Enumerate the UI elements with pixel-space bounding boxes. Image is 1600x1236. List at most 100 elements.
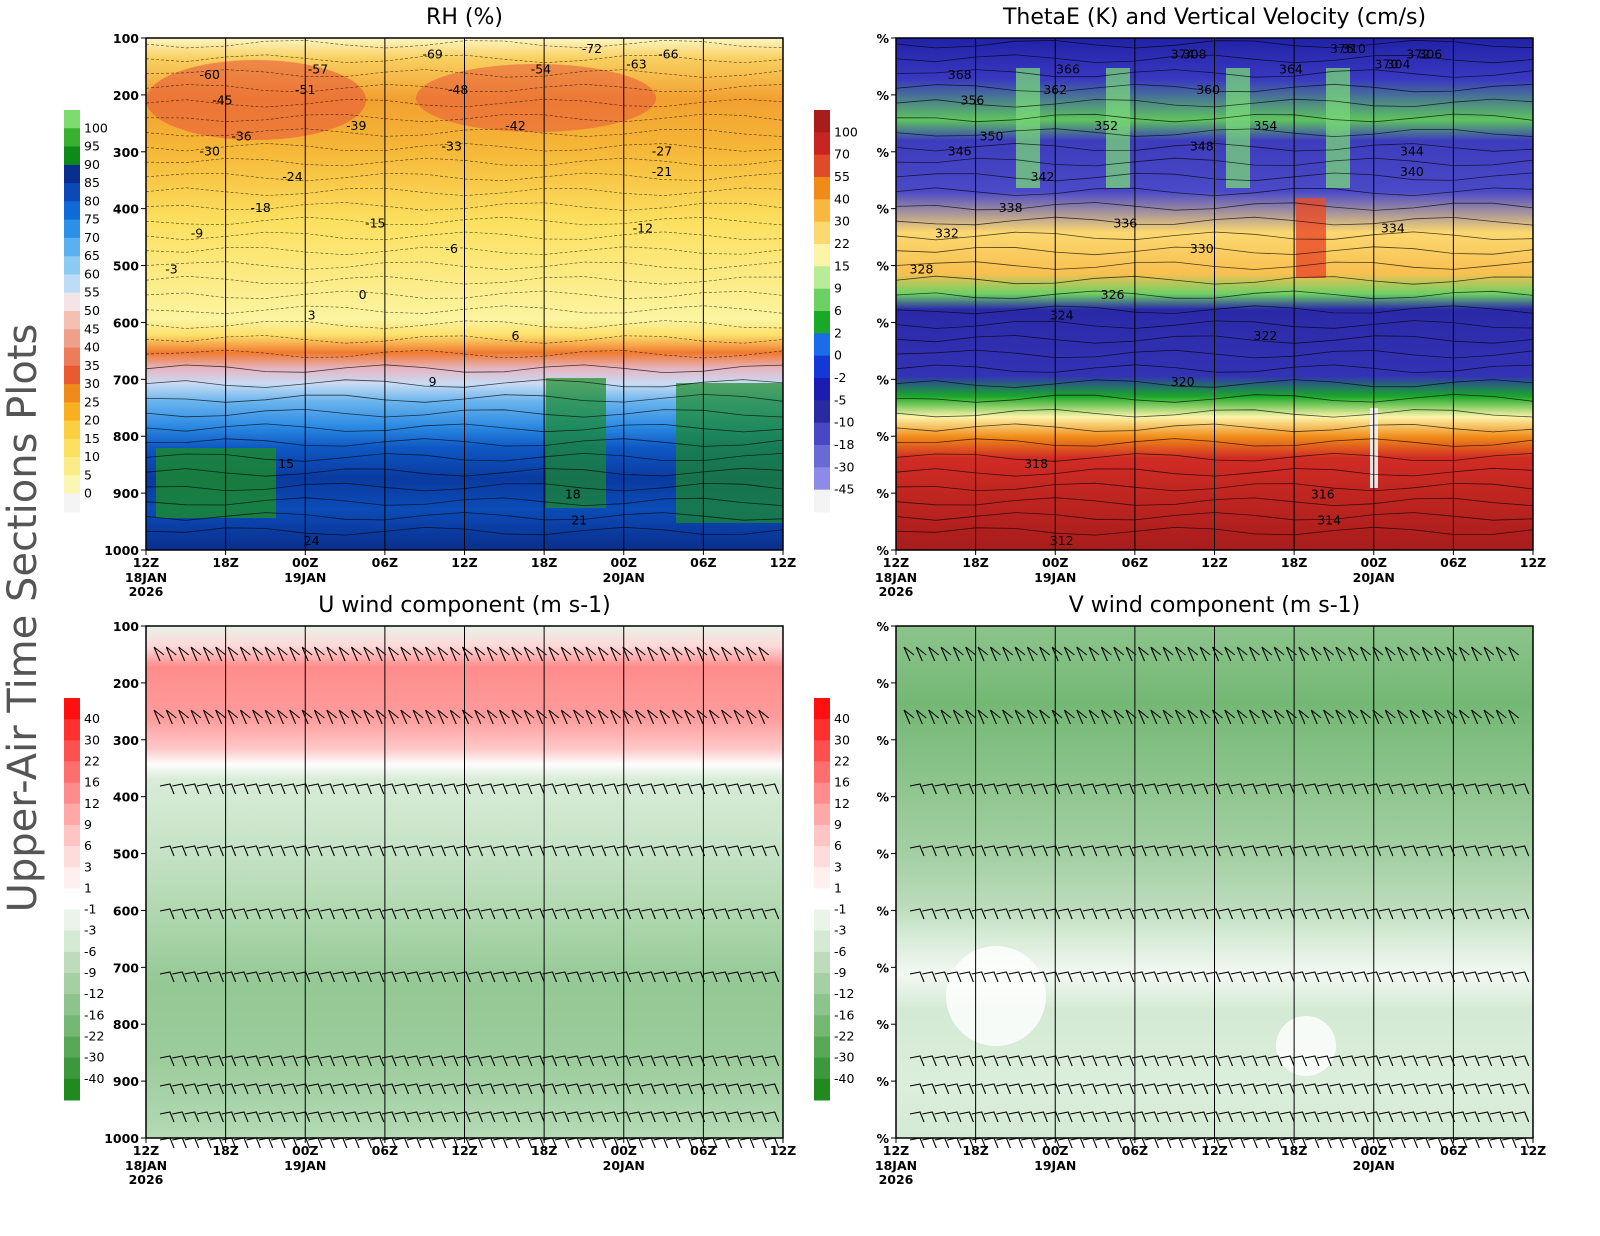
contour-label: -24 bbox=[282, 169, 302, 184]
wind-barb bbox=[381, 845, 397, 857]
wind-barb bbox=[505, 783, 521, 795]
y-tick-label: 500 bbox=[113, 259, 139, 274]
wind-barb bbox=[1292, 783, 1308, 795]
wind-barb bbox=[1144, 1083, 1160, 1095]
wind-barb bbox=[1236, 709, 1248, 725]
wind-barb bbox=[1193, 845, 1209, 857]
wind-barb bbox=[1039, 646, 1051, 662]
contour-label: 330 bbox=[1190, 241, 1214, 256]
wind-barb bbox=[1360, 646, 1371, 662]
wind-barb bbox=[1502, 1055, 1517, 1067]
wind-barb bbox=[1243, 1111, 1258, 1123]
wind-barb bbox=[221, 908, 237, 920]
wind-barb bbox=[1181, 1137, 1197, 1149]
wind-barb bbox=[597, 646, 609, 662]
wind-barb bbox=[1341, 971, 1357, 983]
wind-barb bbox=[579, 1137, 595, 1149]
wind-barb bbox=[456, 1055, 471, 1067]
colorbar-label: 0 bbox=[84, 486, 92, 501]
wind-barb bbox=[1477, 1111, 1493, 1123]
colorbar-label: 0 bbox=[834, 348, 842, 363]
x-tick-label: 12Z bbox=[770, 1143, 796, 1158]
wind-barb bbox=[1391, 783, 1406, 795]
wind-barb bbox=[468, 971, 484, 983]
wind-barb bbox=[567, 908, 582, 920]
colorbar-label: 65 bbox=[84, 248, 100, 263]
colorbar-swatch bbox=[814, 221, 830, 245]
y-tick-label: % bbox=[876, 903, 889, 918]
contour-label: -60 bbox=[199, 67, 219, 82]
wind-barb bbox=[1082, 1083, 1098, 1095]
wind-barb bbox=[357, 783, 372, 795]
contour-label: 334 bbox=[1381, 220, 1405, 235]
colorbar-swatch bbox=[64, 698, 80, 720]
contour-label: 314 bbox=[1317, 512, 1341, 527]
wind-barb bbox=[215, 709, 227, 725]
wind-barb bbox=[1360, 709, 1371, 725]
colorbar-label: 12 bbox=[84, 796, 100, 811]
contour-line bbox=[145, 83, 784, 93]
wind-barb bbox=[246, 971, 261, 983]
wind-barb bbox=[1076, 646, 1088, 662]
wind-barb bbox=[233, 908, 249, 920]
x-tick-label: 18Z bbox=[1281, 555, 1307, 570]
wind-barb bbox=[1008, 845, 1024, 857]
wind-barb bbox=[909, 1055, 925, 1067]
wind-barb bbox=[1094, 783, 1110, 795]
wind-barb bbox=[1397, 646, 1408, 662]
wind-barb bbox=[641, 845, 656, 857]
wind-barb bbox=[542, 1055, 558, 1067]
wind-barb bbox=[394, 1111, 410, 1123]
colorbar-swatch bbox=[64, 219, 80, 239]
colorbar-label: 5 bbox=[84, 467, 92, 482]
wind-barb bbox=[739, 845, 755, 857]
wind-barb bbox=[1465, 971, 1480, 983]
contour-label: -54 bbox=[531, 62, 551, 77]
colorbar-swatch bbox=[64, 867, 80, 889]
x-tick-label: 06Z bbox=[372, 1143, 398, 1158]
wind-barb bbox=[227, 709, 239, 725]
colorbar-label: -16 bbox=[834, 1007, 854, 1022]
wind-barb bbox=[172, 1083, 187, 1095]
wind-barb bbox=[1341, 1111, 1357, 1123]
wind-barb bbox=[264, 646, 276, 662]
wind-barb bbox=[752, 783, 767, 795]
wind-barb bbox=[1131, 1055, 1147, 1067]
colorbar-swatch bbox=[64, 329, 80, 349]
colorbar-label: 100 bbox=[84, 120, 108, 135]
contour-line bbox=[145, 290, 784, 300]
wind-barb bbox=[1057, 908, 1073, 920]
wind-barb bbox=[406, 1083, 422, 1095]
wind-barb bbox=[1230, 908, 1246, 920]
wind-barb bbox=[357, 1055, 372, 1067]
wind-barb bbox=[1131, 845, 1147, 857]
wind-barb bbox=[1144, 908, 1160, 920]
wind-barb bbox=[313, 646, 325, 662]
wind-barb bbox=[996, 845, 1011, 857]
wind-barb bbox=[1391, 1083, 1406, 1095]
wind-barb bbox=[159, 1111, 175, 1123]
x-tick-label: 12Z bbox=[1201, 1143, 1227, 1158]
wind-barb bbox=[511, 709, 523, 725]
wind-barb bbox=[946, 1055, 962, 1067]
wind-barb bbox=[418, 1137, 434, 1149]
wind-barb bbox=[387, 709, 399, 725]
upward-motion-column bbox=[1106, 68, 1130, 188]
wind-barb bbox=[1033, 971, 1048, 983]
wind-barb bbox=[1329, 908, 1345, 920]
wind-barb bbox=[1107, 1055, 1122, 1067]
contour-label: -36 bbox=[231, 128, 251, 143]
wind-barb bbox=[517, 908, 533, 920]
wind-barb bbox=[1477, 1083, 1493, 1095]
wind-barb bbox=[530, 908, 545, 920]
wind-barb bbox=[1292, 1083, 1308, 1095]
wind-barb bbox=[1156, 971, 1172, 983]
wind-barb bbox=[579, 1083, 595, 1095]
wind-barb bbox=[715, 1083, 730, 1095]
x-tick-label: 00Z bbox=[1361, 555, 1387, 570]
wind-barb bbox=[1218, 1111, 1234, 1123]
contour-label: -6 bbox=[446, 241, 459, 256]
wind-barb bbox=[1403, 845, 1419, 857]
colorbar-label: 30 bbox=[834, 732, 850, 747]
wind-barb bbox=[1304, 908, 1320, 920]
